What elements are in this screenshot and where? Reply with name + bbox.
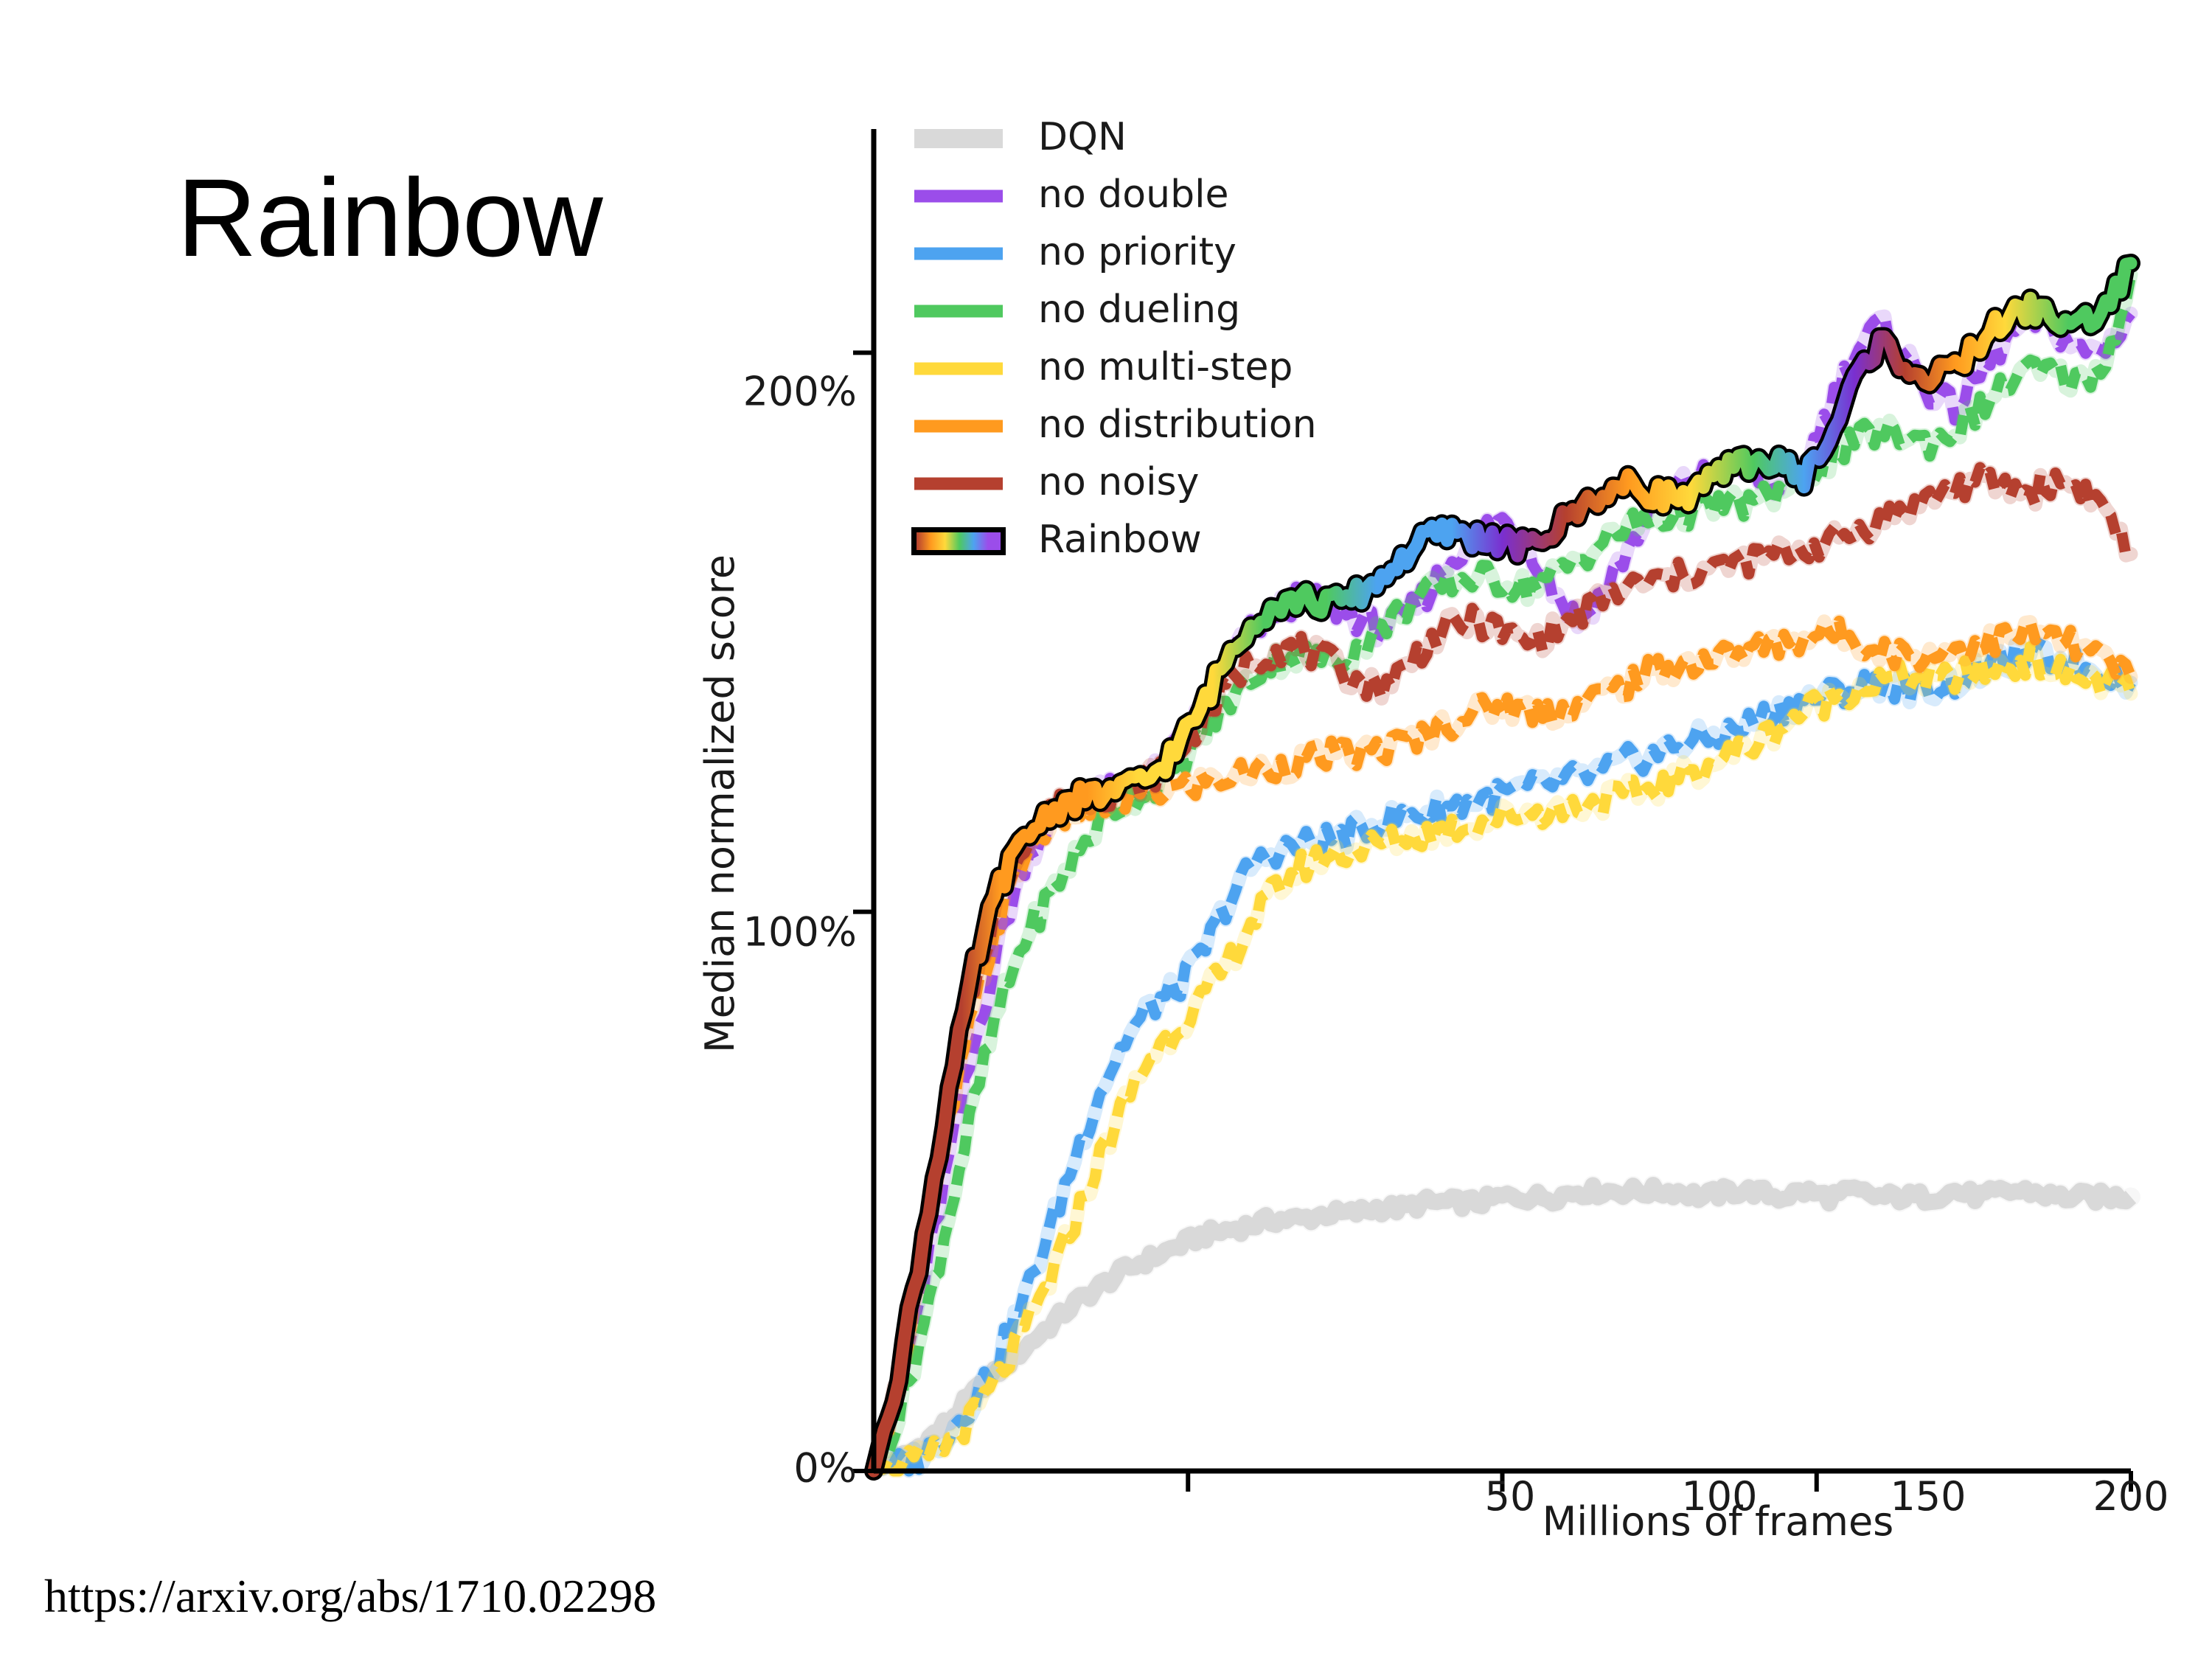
series-line-no-dueling bbox=[869, 273, 2137, 1474]
series-halo bbox=[866, 267, 2138, 1478]
series-line-no-double bbox=[868, 301, 2135, 1473]
x-tick-label: 200 bbox=[2093, 1473, 2168, 1520]
page-title: Rainbow bbox=[177, 156, 603, 279]
legend-swatch-rainbow bbox=[917, 532, 1001, 550]
legend-label: no dueling bbox=[1038, 288, 1240, 332]
y-tick-label: 200% bbox=[743, 369, 857, 415]
legend-swatch bbox=[914, 362, 1003, 375]
legend-swatch bbox=[914, 189, 1003, 203]
legend-swatch bbox=[914, 247, 1003, 260]
legend-item-dqn[interactable]: DQN bbox=[914, 115, 1127, 159]
y-axis-title: Median normalized score bbox=[697, 554, 743, 1053]
series-line-no-priority bbox=[872, 636, 2136, 1477]
series-halo bbox=[866, 634, 2138, 1478]
source-url-text: https://arxiv.org/abs/1710.02298 bbox=[44, 1570, 657, 1622]
series-line-no-distribution bbox=[868, 615, 2136, 1473]
legend-item-no-dueling[interactable]: no dueling bbox=[914, 288, 1240, 332]
legend-swatch bbox=[914, 420, 1003, 433]
legend-label: no double bbox=[1038, 173, 1229, 217]
series-line-dqn bbox=[870, 1177, 2137, 1479]
x-axis-ticks bbox=[1186, 1471, 2133, 1492]
y-axis-ticks bbox=[853, 350, 874, 1473]
x-tick-label: 50 bbox=[1485, 1473, 1536, 1520]
legend-swatch bbox=[914, 129, 1003, 148]
x-tick-label: 150 bbox=[1890, 1473, 1966, 1520]
legend-item-no-priority[interactable]: no priority bbox=[914, 230, 1237, 274]
legend-label: DQN bbox=[1038, 115, 1127, 159]
legend-label: no multi-step bbox=[1038, 345, 1293, 389]
chart-legend: DQN no double no priority no dueling no mult… bbox=[911, 115, 1317, 562]
legend-item-rainbow[interactable]: Rainbow bbox=[911, 518, 1202, 562]
legend-item-no-distribution[interactable]: no distribution bbox=[914, 403, 1317, 447]
chart-figure: 50 100 150 200 200% 100% 0% Millions of … bbox=[664, 96, 2212, 1563]
series-line-no-multi-step bbox=[872, 641, 2137, 1477]
series-halo bbox=[866, 613, 2138, 1478]
plot-series-group bbox=[864, 254, 2140, 1481]
y-tick-label: 0% bbox=[793, 1445, 857, 1492]
legend-swatch bbox=[914, 305, 1003, 318]
legend-label: no distribution bbox=[1038, 403, 1317, 447]
legend-swatch bbox=[914, 477, 1003, 490]
legend-item-no-double[interactable]: no double bbox=[914, 173, 1229, 217]
x-axis-title: Millions of frames bbox=[1543, 1498, 1894, 1545]
chart-svg: 50 100 150 200 200% 100% 0% Millions of … bbox=[697, 115, 2169, 1545]
series-halo bbox=[866, 639, 2138, 1478]
y-tick-label: 100% bbox=[743, 909, 857, 956]
legend-label: Rainbow bbox=[1038, 518, 1202, 562]
legend-label: no priority bbox=[1038, 230, 1237, 274]
legend-item-no-multi-step[interactable]: no multi-step bbox=[914, 345, 1293, 389]
x-tick-label: 100 bbox=[1681, 1473, 1757, 1520]
legend-item-no-noisy[interactable]: no noisy bbox=[914, 460, 1199, 504]
legend-label: no noisy bbox=[1038, 460, 1199, 504]
series-line-rainbow bbox=[867, 257, 2138, 1478]
